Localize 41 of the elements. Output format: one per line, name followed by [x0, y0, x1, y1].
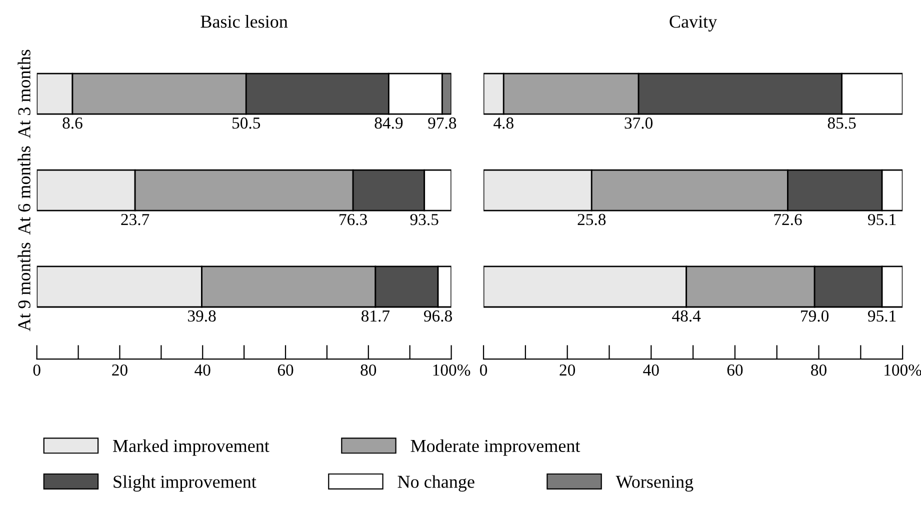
y-tick-label: At 9 months [18, 242, 30, 332]
annotation: 37.0 [624, 117, 653, 129]
x-tick-label: 100% [433, 364, 470, 376]
annotation: 48.4 [672, 310, 701, 322]
x-tick-label: 40 [194, 364, 210, 376]
legend-label: Moderate improvement [410, 439, 580, 456]
annotation: 39.8 [188, 310, 216, 322]
annotation: 25.8 [578, 214, 606, 226]
annotation: 95.1 [868, 214, 896, 226]
x-tick-label: 80 [360, 364, 376, 376]
annotation: 96.8 [424, 310, 452, 322]
annotation: 97.8 [428, 117, 456, 129]
annotation: 76.3 [340, 214, 367, 226]
annotation: 23.7 [121, 214, 150, 226]
chart-title: Basic lesion [200, 15, 288, 28]
y-tick-label: At 6 months [18, 146, 30, 235]
x-tick-label: 80 [811, 364, 826, 376]
x-tick-label: 60 [727, 364, 743, 376]
annotation: 4.8 [494, 117, 514, 129]
annotation: 81.7 [362, 310, 390, 322]
annotation: 50.5 [232, 117, 260, 129]
annotation: 93.5 [410, 214, 438, 226]
chart-title: Cavity [670, 16, 718, 32]
annotation: 84.9 [374, 117, 403, 129]
x-tick-label: 0 [480, 364, 488, 376]
x-tick-label: 60 [278, 364, 294, 376]
x-tick-label: 20 [560, 364, 576, 376]
annotation: 95.1 [868, 310, 896, 322]
y-tick-label: At 3 months [18, 50, 30, 138]
x-tick-label: 20 [112, 364, 128, 376]
x-tick-label: 100% [884, 364, 921, 376]
annotation: 79.0 [801, 310, 829, 322]
annotation: 85.5 [828, 117, 856, 129]
legend-label: Slight improvement [114, 475, 256, 492]
x-tick-label: 40 [643, 364, 659, 376]
x-tick-label: 0 [33, 364, 40, 376]
legend-label: Marked improvement [113, 439, 270, 456]
annotation: 72.6 [774, 214, 802, 226]
annotation: 8.6 [62, 117, 82, 129]
legend-label: Worsening [616, 476, 694, 492]
legend-label: No change [398, 475, 474, 492]
